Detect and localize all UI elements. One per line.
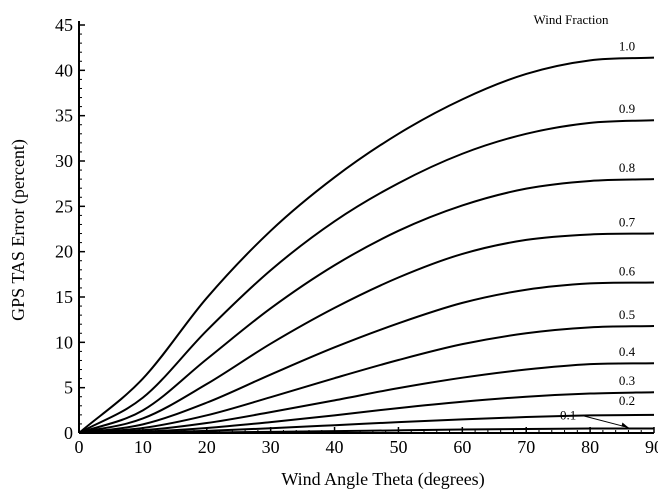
series-line-0.3 (78, 391, 655, 434)
series-line-1.0 (78, 56, 655, 434)
series-line-0.6 (78, 281, 655, 434)
series-label-0.3: 0.3 (619, 373, 635, 388)
x-tick-label: 90 (645, 437, 658, 457)
series-label-pointer-arrowhead (621, 422, 629, 428)
series-label-0.9: 0.9 (619, 101, 635, 116)
series-label-0.1: 0.1 (560, 407, 576, 422)
series-line-0.5 (78, 325, 655, 434)
series-line-0.8 (78, 178, 655, 434)
x-tick-label: 50 (389, 437, 407, 457)
y-tick-label: 25 (55, 196, 73, 216)
x-tick-label: 40 (326, 437, 344, 457)
series-label-pointer (581, 414, 629, 429)
series-label-0.5: 0.5 (619, 307, 635, 322)
y-tick-label: 10 (55, 332, 73, 352)
y-tick-label: 45 (55, 15, 73, 35)
y-tick-label: 5 (64, 378, 73, 398)
x-tick-label: 60 (453, 437, 471, 457)
series-line-0.7 (78, 232, 655, 434)
series-label-0.6: 0.6 (619, 263, 636, 278)
y-tick-label: 20 (55, 242, 73, 262)
y-tick-label: 35 (55, 106, 73, 126)
legend-title: Wind Fraction (534, 12, 609, 27)
y-tick-label: 40 (55, 60, 73, 80)
y-tick-label: 15 (55, 287, 73, 307)
x-tick-label: 30 (262, 437, 280, 457)
y-tick-label: 0 (64, 423, 73, 443)
series-label-1.0: 1.0 (619, 39, 635, 54)
series-label-0.7: 0.7 (619, 215, 636, 230)
series-line-0.4 (78, 362, 655, 434)
series-label-0.4: 0.4 (619, 344, 636, 359)
series-line-0.9 (78, 119, 655, 434)
x-tick-label: 80 (581, 437, 599, 457)
x-tick-label: 70 (517, 437, 535, 457)
y-tick-label: 30 (55, 151, 73, 171)
series-labels: 0.1 0.2 0.3 0.4 0.5 0.6 0.7 0.8 0.9 1.0 (560, 39, 636, 429)
series-label-0.8: 0.8 (619, 160, 635, 175)
x-tick-label: 10 (134, 437, 152, 457)
y-axis-title: GPS TAS Error (percent) (8, 139, 29, 321)
series-label-0.2: 0.2 (619, 393, 635, 408)
series-line-0.2 (78, 413, 655, 434)
x-tick-label: 0 (75, 437, 84, 457)
series-lines (78, 56, 655, 434)
x-axis-title: Wind Angle Theta (degrees) (281, 469, 484, 489)
x-tick-label: 20 (198, 437, 216, 457)
